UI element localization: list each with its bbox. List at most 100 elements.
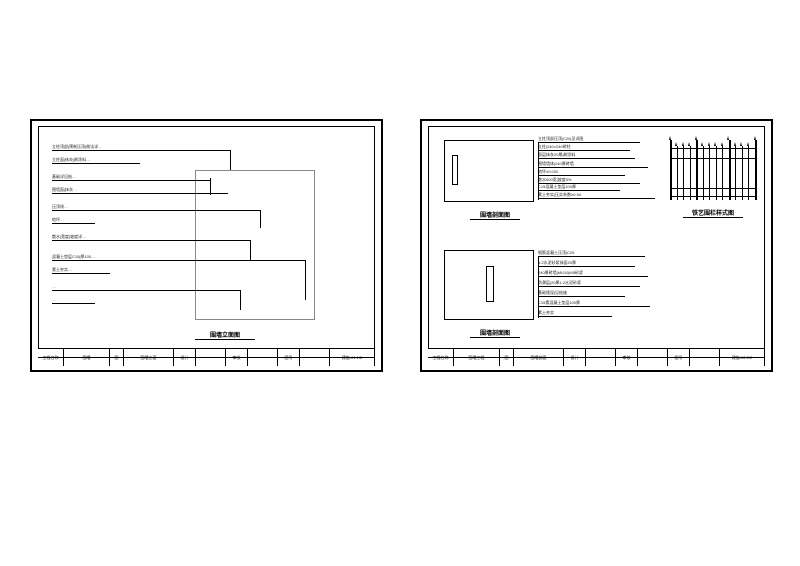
callout-text: 立柱|240×240砖柱 [538,144,571,150]
fence-post [735,146,736,200]
titleblock-cell: 图 [110,349,124,366]
fence-post [755,140,757,200]
fence-spike [682,142,684,146]
callout-text: 1:2水泥砂浆抹面20厚 [538,260,576,266]
callout-text: … [52,297,56,303]
callout-text: 素土夯实 [538,310,554,316]
callout-line [52,180,210,181]
callout-text: 立柱顶部压顶|C20|见详图 [538,136,583,142]
callout-line [538,256,645,257]
titleblock-cell: 审核 [226,349,248,366]
fence-post [742,146,743,200]
title-b-bot-underline [470,337,520,338]
leader-vline [240,290,241,310]
title-a: 围墙立面图 [195,330,255,339]
fence-rail [670,148,755,149]
fence-elevation [670,140,755,200]
callout-text: 面层抹灰20厚|刷涂料 [538,152,576,158]
callout-line [538,316,612,317]
titleblock-cell: 工程名称 [428,349,454,366]
fence-spike [747,142,749,146]
callout-line [538,266,635,267]
callout-text: 立柱顶部|预制压顶|做法详… [52,144,102,150]
title-fence-underline [683,217,743,218]
callout-text: 地坪… [52,217,64,223]
title-b-top: 围墙剖面图 [470,210,520,219]
leader-vline [250,240,251,260]
titleblock-cell [300,349,330,366]
leader-vline [305,260,306,300]
titleblock-cell: 设计 [174,349,196,366]
callout-text: 钢筋混凝土压顶|C25 [538,250,574,256]
callout-text: 围墙墙体|240厚砖墙 [538,161,574,167]
fence-post [729,140,731,200]
fence-spike [721,142,723,146]
fence-spike [714,142,716,146]
callout-text: 基础埋深|见结施 [538,290,567,296]
callout-line [538,167,648,168]
callout-line [538,296,625,297]
callout-line [52,260,305,261]
callout-text: 防潮层|20厚1:2水泥砂浆 [538,280,581,286]
titleblock-cell [248,349,278,366]
fence-post [670,140,672,200]
fence-post [709,146,710,200]
profile-b-top [452,155,458,185]
fence-post [716,146,717,200]
callout-text: 基础详见结… [52,174,76,180]
callout-line [52,223,95,224]
callout-line [538,198,655,199]
fence-spike [727,136,729,140]
titleblock-cell [196,349,226,366]
callout-text: 素土夯实… [52,267,72,273]
titleblock-cell: 建施-02 2/2 [720,349,765,366]
callout-text: 压顶线… [52,204,68,210]
titleblock-cell: 围墙 [64,349,110,366]
titleblock-a: 工程名称围墙图围墙立面设计 审核 图号 建施-01 1/2 [38,348,375,365]
titleblock-cell [690,349,720,366]
callout-text: 散水|宽度|坡度详… [52,234,86,240]
title-fence: 铁艺围栏样式图 [683,208,743,217]
titleblock-cell: 图号 [278,349,300,366]
fence-post [703,146,704,200]
titleblock-cell: 围墙工程 [454,349,500,366]
leader-vline [210,178,211,195]
callout-text: C15混凝土垫层100厚 [538,184,576,190]
callout-line [52,240,250,241]
fence-spike [734,142,736,146]
titleblock-cell: 围墙立面 [124,349,174,366]
callout-text: 散水600宽|坡度5% [538,177,572,183]
callout-line [538,190,620,191]
callout-text: 立柱面|抹灰|刷涂料… [52,157,90,163]
leader-vline [538,142,539,200]
fence-post [683,146,684,200]
callout-line [52,193,228,194]
fence-spike [695,136,697,140]
callout-line [538,175,625,176]
title-b-top-underline [470,219,520,220]
leader-vline [230,150,231,170]
fence-spike [688,142,690,146]
fence-spike [708,142,710,146]
title-b-bot: 围墙剖面图 [470,328,520,337]
callout-line [52,303,95,304]
titleblock-cell: 建施-01 1/2 [330,349,375,366]
callout-line [538,276,648,277]
titleblock-b: 工程名称围墙工程图围墙剖面设计审核图号建施-02 2/2 [428,348,765,365]
callout-line [538,150,630,151]
titleblock-cell: 图 [500,349,514,366]
callout-text: 240厚砖墙|MU10|M5砂浆 [538,270,583,276]
fence-spike [754,136,756,140]
callout-text: 混凝土垫层C15|厚100… [52,254,95,260]
fence-rail [670,188,755,189]
callout-text: … [52,284,56,290]
callout-line [52,163,140,164]
titleblock-cell: 围墙剖面 [514,349,564,366]
fence-spike [701,142,703,146]
titleblock-cell: 工程名称 [38,349,64,366]
leader-vline [538,256,539,318]
titleblock-cell [586,349,616,366]
titleblock-cell: 设计 [564,349,586,366]
profile-b-bot [486,266,494,302]
callout-line [538,306,650,307]
